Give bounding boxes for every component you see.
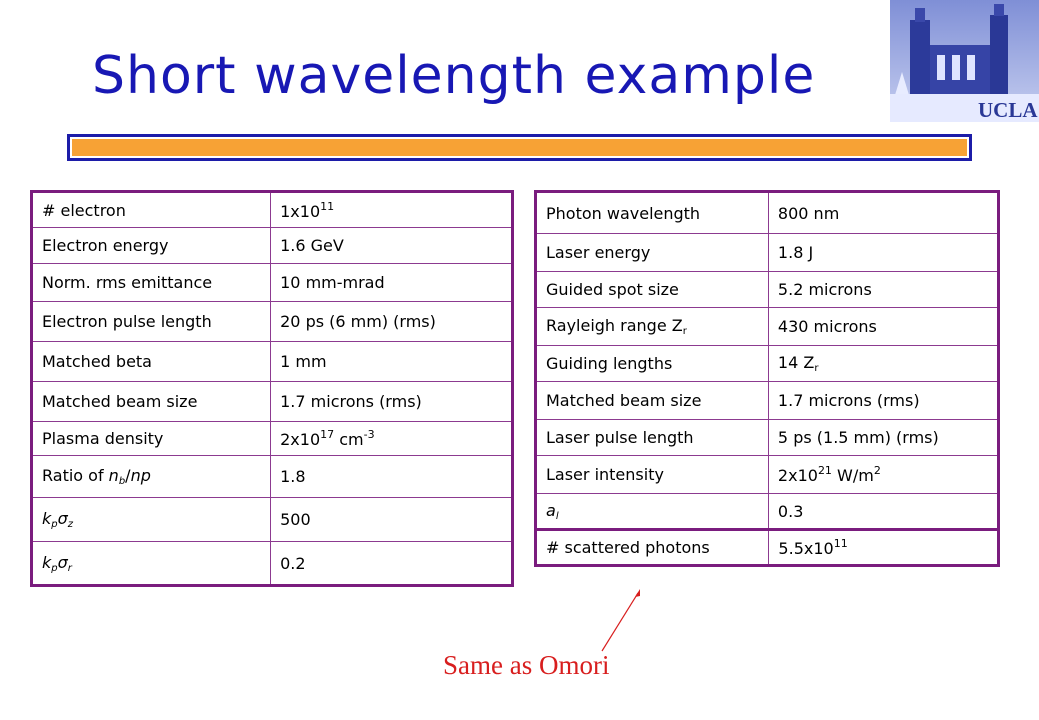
table-row: Matched beam size 1.7 microns (rms) <box>30 381 513 422</box>
param-label: Rayleigh range Zr <box>535 307 769 346</box>
table-row: Ratio of nb/np 1.8 <box>30 455 513 498</box>
param-label: kpσz <box>30 497 272 542</box>
param-label: Plasma density <box>30 421 272 456</box>
param-value: 20 ps (6 mm) (rms) <box>270 301 513 342</box>
param-label: Electron energy <box>30 227 272 264</box>
param-value: 0.3 <box>767 493 1000 530</box>
ucla-logo: UCLA <box>890 0 1039 122</box>
param-value: 2x1021 W/m2 <box>767 455 1000 494</box>
param-label: Guiding lengths <box>535 345 769 382</box>
param-value: 5.5x1011 <box>768 529 999 566</box>
param-value: 1.8 J <box>767 233 1000 272</box>
param-value: 800 nm <box>767 191 1000 234</box>
param-value: 14 Zr <box>767 345 1000 382</box>
title-divider-bar <box>67 134 972 161</box>
param-value: 430 microns <box>767 307 1000 346</box>
param-label: Photon wavelength <box>535 191 769 234</box>
annotation-caption: Same as Omori <box>443 650 610 680</box>
param-label: Laser energy <box>535 233 769 272</box>
table-row: Laser energy 1.8 J <box>535 233 1000 272</box>
table-row: Rayleigh range Zr 430 microns <box>535 307 1000 346</box>
param-value: 1.8 <box>270 455 513 498</box>
param-label: Guided spot size <box>535 271 769 308</box>
table-row: Laser intensity 2x1021 W/m2 <box>535 455 1000 494</box>
electron-beam-parameters-table: # electron 1x1011 Electron energy 1.6 Ge… <box>30 190 514 587</box>
param-label: al <box>535 493 769 530</box>
param-label: # scattered photons <box>534 529 770 566</box>
table-row: # electron 1x1011 <box>30 191 513 228</box>
param-value: 5 ps (1.5 mm) (rms) <box>767 419 1000 456</box>
table-row: Matched beta 1 mm <box>30 341 513 382</box>
table-row: al 0.3 <box>535 493 1000 530</box>
table-row: Electron energy 1.6 GeV <box>30 227 513 264</box>
param-value: 2x1017 cm-3 <box>270 421 513 456</box>
table-row: Electron pulse length 20 ps (6 mm) (rms) <box>30 301 513 342</box>
param-label: Matched beam size <box>30 381 272 422</box>
param-value: 10 mm-mrad <box>270 263 513 302</box>
param-value: 1.6 GeV <box>270 227 513 264</box>
param-label: kpσr <box>30 541 272 586</box>
param-label: Ratio of nb/np <box>30 455 272 498</box>
table-row: Matched beam size 1.7 microns (rms) <box>535 381 1000 420</box>
table-row: # scattered photons 5.5x1011 <box>534 529 999 566</box>
table-row: kpσz 500 <box>30 497 513 542</box>
slide-title: Short wavelength example <box>92 46 816 106</box>
param-label: Laser pulse length <box>535 419 769 456</box>
annotation-arrow <box>601 589 640 652</box>
param-value: 1.7 microns (rms) <box>767 381 1000 420</box>
param-value: 1.7 microns (rms) <box>270 381 513 422</box>
table-row: Guiding lengths 14 Zr <box>535 345 1000 382</box>
ucla-logo-text: UCLA <box>978 98 1038 122</box>
param-value: 1x1011 <box>270 191 513 228</box>
param-label: Matched beta <box>30 341 272 382</box>
table-row: Laser pulse length 5 ps (1.5 mm) (rms) <box>535 419 1000 456</box>
table-row: Photon wavelength 800 nm <box>535 191 1000 234</box>
param-label: Matched beam size <box>535 381 769 420</box>
laser-parameters-table: Photon wavelength 800 nm Laser energy 1.… <box>534 190 1000 531</box>
param-label: Electron pulse length <box>30 301 272 342</box>
table-row: Guided spot size 5.2 microns <box>535 271 1000 308</box>
table-row: Plasma density 2x1017 cm-3 <box>30 421 513 456</box>
param-value: 5.2 microns <box>767 271 1000 308</box>
param-label: # electron <box>30 191 272 228</box>
param-value: 0.2 <box>270 541 513 586</box>
param-value: 500 <box>270 497 513 542</box>
param-label: Norm. rms emittance <box>30 263 272 302</box>
scattered-photons-table: # scattered photons 5.5x1011 <box>534 528 1000 567</box>
table-row: Norm. rms emittance 10 mm-mrad <box>30 263 513 302</box>
param-label: Laser intensity <box>535 455 769 494</box>
param-value: 1 mm <box>270 341 513 382</box>
table-row: kpσr 0.2 <box>30 541 513 586</box>
